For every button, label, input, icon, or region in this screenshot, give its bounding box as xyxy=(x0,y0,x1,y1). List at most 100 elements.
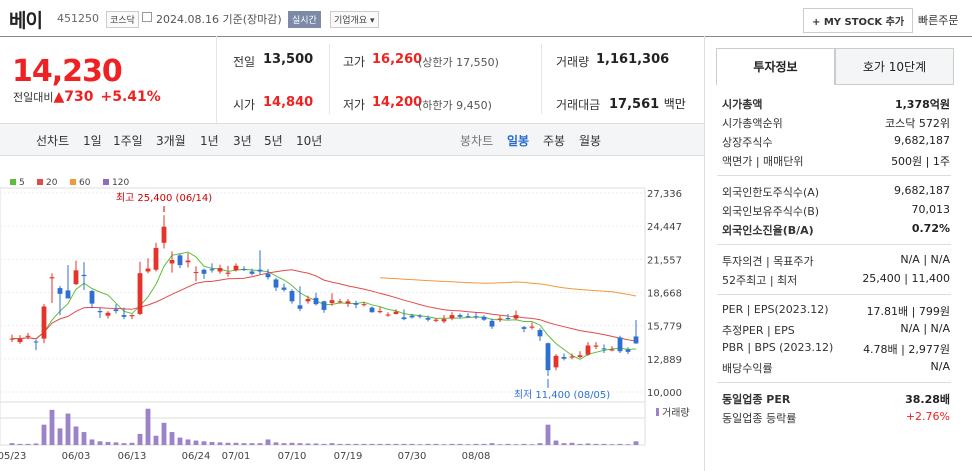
candle-body xyxy=(433,319,439,321)
info-value-rows1-2: 9,682,187 xyxy=(894,134,950,147)
stock-code: 451250 xyxy=(57,12,99,25)
volume-bar xyxy=(105,442,111,445)
basis-date: 2024.08.16 기준(장마감) xyxy=(156,13,282,26)
candle-body xyxy=(257,269,263,272)
x-tick-label: 05/23 xyxy=(0,451,26,462)
candle-body xyxy=(457,315,463,317)
tab-line-chart[interactable]: 선차트 xyxy=(36,134,70,148)
tab-orderbook[interactable]: 호가 10단계 xyxy=(835,48,954,85)
legend-label-60: 60 xyxy=(79,178,91,188)
legend-label-20: 20 xyxy=(46,178,58,188)
tab-monthly[interactable]: 월봉 xyxy=(579,134,602,148)
info-value-rows5-0: 38.28배 xyxy=(905,393,950,406)
candle-body xyxy=(97,311,103,313)
candle-body xyxy=(81,274,87,277)
candle-body xyxy=(201,269,207,274)
volume-bar xyxy=(417,444,423,445)
my-stock-add-button[interactable]: + MY STOCK 추가 xyxy=(803,8,914,33)
quick-order-link[interactable]: 빠른주문 xyxy=(918,14,959,27)
candle-body xyxy=(601,348,607,350)
realtime-button[interactable]: 실시간 xyxy=(288,11,321,28)
candle-body xyxy=(249,271,255,274)
price-chart: 5 20 60 120 거래량 27,336 24,447 21,557 18,668 15,… xyxy=(0,178,690,462)
candle-body xyxy=(401,317,407,320)
volume-bar xyxy=(321,443,327,445)
volume-bar xyxy=(561,443,567,445)
upper-limit: (상한가 17,550) xyxy=(418,56,499,69)
legend-swatch-5 xyxy=(10,179,16,185)
volume-bar xyxy=(601,443,607,445)
tab-3year[interactable]: 3년 xyxy=(233,134,252,148)
legend-label-5: 5 xyxy=(19,178,25,188)
candle-body xyxy=(345,301,351,304)
volume-bar xyxy=(609,444,615,445)
volume-bar xyxy=(113,442,119,445)
stock-header: 베이 451250 코스닥 2024.08.16 기준(장마감) 실시간 기업개… xyxy=(0,0,972,36)
volume-bar xyxy=(145,408,151,445)
candle-body xyxy=(545,343,551,371)
price-change: 전일대비▲730 +5.41% xyxy=(13,89,161,105)
candle-body xyxy=(57,288,63,294)
tab-invest-info[interactable]: 투자정보 xyxy=(716,48,835,85)
prev-close-value: 13,500 xyxy=(263,52,314,67)
tab-1week[interactable]: 1주일 xyxy=(113,134,143,148)
low-label: 저가 xyxy=(343,98,366,112)
volume-bar xyxy=(473,443,479,445)
volume-value: 1,161,306 xyxy=(596,52,670,67)
tab-5year[interactable]: 5년 xyxy=(264,134,283,148)
header-divider xyxy=(0,36,972,37)
volume-bar xyxy=(449,443,455,445)
volume-label: 거래량 xyxy=(662,407,690,419)
candle-body xyxy=(289,290,295,302)
info-label-rows4-0: PER | EPS(2023.12) xyxy=(722,303,829,316)
volume-bar xyxy=(625,444,631,445)
candle-body xyxy=(585,345,591,355)
volume-bar xyxy=(225,442,231,445)
volume-bar xyxy=(33,443,39,445)
candle-body xyxy=(33,341,39,343)
volume-bar xyxy=(289,442,295,445)
tab-candle-chart[interactable]: 봉차트 xyxy=(460,134,494,148)
candle-body xyxy=(265,273,271,278)
candle-body xyxy=(105,312,111,316)
info-label-rows2-0: 외국인한도주식수(A) xyxy=(722,186,820,199)
candle-body xyxy=(529,326,535,328)
candle-body xyxy=(329,300,335,304)
tab-daily[interactable]: 일봉 xyxy=(507,134,530,148)
volume-bar xyxy=(593,443,599,445)
info-value-rows3-0: N/A | N/A xyxy=(900,253,950,266)
tab-1year[interactable]: 1년 xyxy=(200,134,219,148)
y-tick-label: 21,557 xyxy=(647,255,682,266)
candle-body xyxy=(393,311,399,314)
company-overview-button[interactable]: 기업개요 ▾ xyxy=(330,11,379,28)
candle-body xyxy=(225,272,231,274)
volume-bar xyxy=(217,442,223,445)
info-value-rows4-1: N/A | N/A xyxy=(900,322,950,335)
tab-weekly[interactable]: 주봉 xyxy=(543,134,566,148)
candle-body xyxy=(409,315,415,318)
amount-value: 17,561 백만 xyxy=(609,97,686,112)
candle-body xyxy=(553,355,559,368)
y-tick-label: 15,779 xyxy=(647,322,682,333)
candle-body xyxy=(625,349,631,352)
low-annotation: 최저 11,400 (08/05) xyxy=(514,389,610,401)
candle-body xyxy=(473,316,479,318)
tab-1day[interactable]: 1일 xyxy=(83,134,102,148)
volume-bar xyxy=(97,441,103,445)
legend-label-120: 120 xyxy=(112,178,129,188)
info-label-rows3-0: 투자의견 | 목표주가 xyxy=(722,255,814,268)
volume-bar xyxy=(73,426,79,445)
candle-body xyxy=(449,315,455,319)
ma60-line xyxy=(379,277,637,297)
candle-body xyxy=(489,320,495,327)
volume-bar xyxy=(265,439,271,445)
volume-legend-swatch xyxy=(656,408,659,416)
y-tick-label: 12,889 xyxy=(647,355,682,366)
lower-limit: (하한가 9,450) xyxy=(418,99,492,112)
tab-3month[interactable]: 3개월 xyxy=(156,134,186,148)
tab-10year[interactable]: 10년 xyxy=(296,134,323,148)
candle-body xyxy=(273,279,279,288)
x-tick-label: 08/08 xyxy=(462,451,491,462)
candle-body xyxy=(121,315,127,317)
volume-bar xyxy=(377,443,383,445)
